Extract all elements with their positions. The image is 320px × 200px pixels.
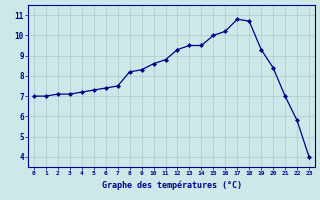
X-axis label: Graphe des températures (°C): Graphe des températures (°C) bbox=[101, 180, 242, 190]
